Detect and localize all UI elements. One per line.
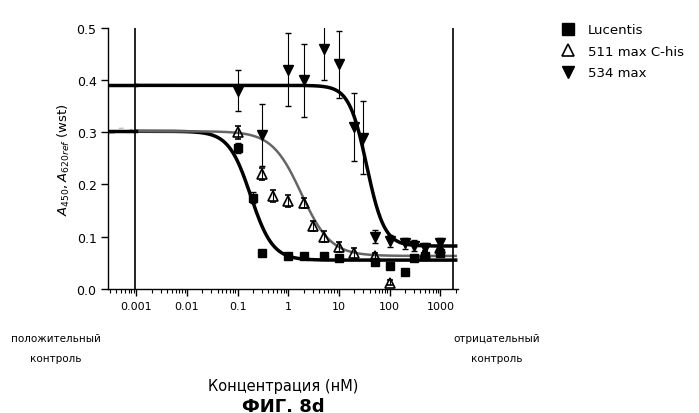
Text: положительный: положительный — [11, 333, 101, 343]
Text: контроль: контроль — [30, 354, 82, 363]
Legend: Lucentis, 511 max C-his, 534 max: Lucentis, 511 max C-his, 534 max — [549, 19, 689, 85]
Text: ФИГ. 8d: ФИГ. 8d — [242, 397, 324, 413]
Text: Концентрация (нМ): Концентрация (нМ) — [208, 378, 359, 393]
Y-axis label: $A_{450}, A_{620ref}$ (wst): $A_{450}, A_{620ref}$ (wst) — [57, 103, 73, 215]
Text: отрицательный: отрицательный — [453, 333, 540, 343]
Text: контроль: контроль — [470, 354, 522, 363]
